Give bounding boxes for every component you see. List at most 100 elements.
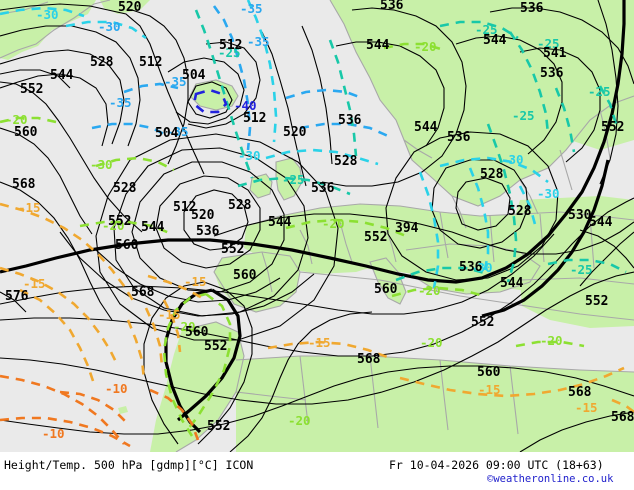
- height-label: 568: [131, 285, 155, 300]
- height-label: 568: [357, 352, 381, 367]
- temp-label: -40: [234, 98, 257, 113]
- temp-label: -15: [184, 274, 207, 289]
- temp-label: -20: [322, 216, 345, 231]
- height-label: 552: [108, 214, 131, 229]
- height-label: 520: [191, 208, 215, 223]
- height-label: 560: [115, 238, 139, 253]
- temp-label: -15: [478, 382, 501, 397]
- temp-label: -20: [420, 335, 443, 350]
- height-label: 560: [185, 325, 209, 340]
- height-label: 544: [50, 68, 74, 83]
- temp-label: -35: [164, 74, 187, 89]
- copyright-notice: ©weatheronline.co.uk: [487, 473, 614, 485]
- height-label: 504: [155, 126, 179, 141]
- temp-label: -20: [418, 283, 441, 298]
- temperature-labels: -30 -35 -30 -25 -35 -20 -25 -25 -35 -40 …: [5, 1, 611, 441]
- height-label: 560: [233, 268, 257, 283]
- chart-title-caption: Height/Temp. 500 hPa [gdmp][°C] ICON: [4, 458, 254, 472]
- temp-label: -25: [570, 262, 593, 277]
- temp-label: -10: [42, 426, 65, 441]
- map-canvas[interactable]: -30 -35 -30 -25 -35 -20 -25 -25 -35 -40 …: [0, 0, 634, 452]
- temp-label: -20: [288, 413, 311, 428]
- temp-label: -20: [414, 39, 437, 54]
- height-label: 544: [483, 33, 507, 48]
- height-label: 536: [380, 0, 404, 13]
- height-label: 544: [414, 120, 438, 135]
- height-label: 544: [141, 220, 165, 235]
- temp-label: -30: [501, 152, 524, 167]
- temp-label: -35: [109, 95, 132, 110]
- temp-label: -20: [173, 319, 196, 334]
- height-label: 504: [182, 68, 206, 83]
- height-label: 536: [447, 130, 471, 145]
- height-label: 528: [113, 181, 137, 196]
- height-label: 541: [543, 46, 567, 61]
- temp-label: -30: [98, 19, 121, 34]
- height-labels: 520 536 536 512 544 544 528 512 504 544 …: [5, 0, 634, 434]
- height-label: 528: [508, 204, 532, 219]
- height-label: 544: [500, 276, 524, 291]
- map-svg: -30 -35 -30 -25 -35 -20 -25 -25 -35 -40 …: [0, 0, 634, 452]
- height-label: 568: [568, 385, 592, 400]
- height-label: 568: [12, 177, 36, 192]
- height-label: 552: [221, 242, 244, 257]
- temp-label: -35: [240, 1, 263, 16]
- height-label: 528: [228, 198, 252, 213]
- height-label: 536: [311, 181, 335, 196]
- height-label: 394: [395, 221, 419, 236]
- height-label: 568: [611, 410, 634, 425]
- height-label: 552: [601, 120, 624, 135]
- height-label: 560: [374, 282, 398, 297]
- temp-label: -25: [512, 108, 535, 123]
- height-label: 552: [471, 315, 494, 330]
- temp-label: -15: [18, 200, 41, 215]
- temp-label: -20: [540, 333, 563, 348]
- temp-label: -30: [238, 148, 261, 163]
- temperature-isotherms: [0, 0, 634, 448]
- temp-label: -25: [588, 84, 611, 99]
- footer-bar: Height/Temp. 500 hPa [gdmp][°C] ICON Fr …: [0, 452, 634, 490]
- height-label: 530: [568, 208, 592, 223]
- height-label: 544: [268, 215, 292, 230]
- height-label: 552: [207, 419, 230, 434]
- temp-label: -35: [166, 124, 189, 139]
- temp-label: -30: [470, 260, 493, 275]
- temp-label: -15: [23, 276, 46, 291]
- temp-label: -25: [218, 45, 241, 60]
- height-label: 552: [20, 82, 43, 97]
- height-label: 552: [204, 339, 227, 354]
- temp-label: -20: [5, 112, 28, 127]
- height-label: 536: [520, 1, 544, 16]
- height-label: 560: [14, 125, 38, 140]
- height-label: 536: [459, 260, 483, 275]
- height-label: 528: [480, 167, 504, 182]
- temp-label: -25: [282, 172, 305, 187]
- height-label: 560: [477, 365, 501, 380]
- temp-label: -20: [102, 218, 125, 233]
- valid-datetime: Fr 10-04-2026 09:00 UTC (18+63): [389, 458, 604, 472]
- height-label: 536: [540, 66, 564, 81]
- temp-label: -10: [105, 381, 128, 396]
- height-label: 512: [139, 55, 162, 70]
- coastlines: [0, 0, 634, 452]
- height-label: 512: [219, 38, 242, 53]
- height-label: 536: [338, 113, 362, 128]
- temp-label: -25: [475, 22, 498, 37]
- height-label: 544: [366, 38, 390, 53]
- height-label: 552: [585, 294, 608, 309]
- temp-label: -35: [247, 34, 270, 49]
- height-label: 536: [196, 224, 220, 239]
- height-label: 512: [243, 111, 266, 126]
- temp-label: -30: [36, 7, 59, 22]
- height-label: 528: [90, 55, 114, 70]
- height-label: 576: [5, 289, 29, 304]
- temp-label: -30: [90, 157, 113, 172]
- height-label: 544: [589, 215, 613, 230]
- height-label: 528: [334, 154, 358, 169]
- temp-label: -15: [158, 307, 181, 322]
- height-label: 552: [364, 230, 387, 245]
- temp-label: -15: [308, 335, 331, 350]
- height-label: 520: [118, 0, 142, 15]
- temp-label: -30: [537, 186, 560, 201]
